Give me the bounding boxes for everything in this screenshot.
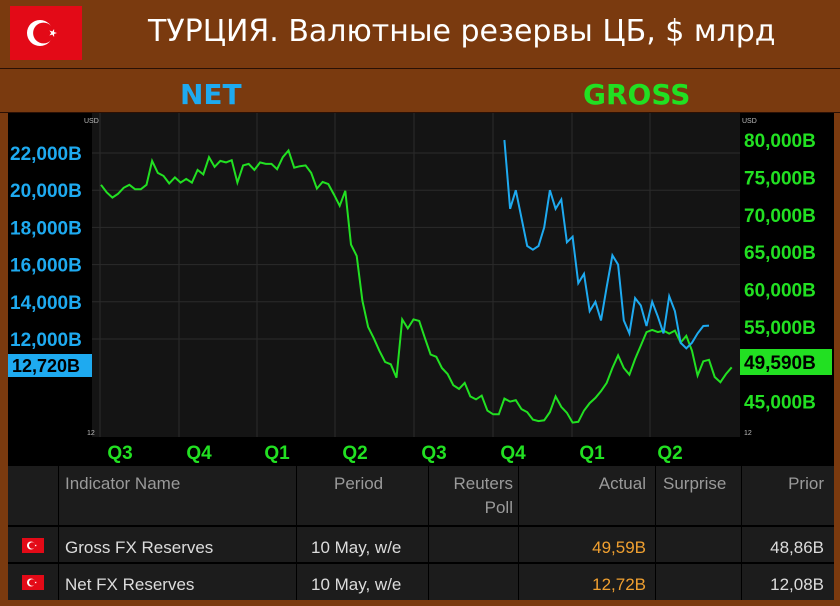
x-tick-label: Q2 (657, 443, 682, 464)
column-divider (428, 466, 429, 600)
right-axis-tick-label: 45,000B (744, 393, 816, 414)
right-axis-tick-label: 80,000B (744, 131, 816, 152)
right-unit-label: USD (742, 118, 757, 125)
indicator-name: Gross FX Reserves (65, 538, 214, 557)
left-axis-tick-label: 12,000B (10, 330, 82, 351)
indicator-name: Net FX Reserves (65, 575, 195, 594)
row-divider (8, 562, 834, 564)
net-current-value: 12,720B (12, 356, 80, 376)
column-divider (741, 466, 742, 600)
gross-series-label: GROSS (583, 78, 691, 111)
row-divider (8, 525, 834, 527)
header-poll-line2: Poll (484, 498, 513, 517)
header-prior: Prior (788, 474, 824, 493)
turkey-flag-icon (22, 538, 44, 553)
right-axis-tick-label: 60,000B (744, 281, 816, 302)
actual-value: 12,72B (592, 575, 646, 594)
header-indicator-name: Indicator Name (65, 474, 181, 493)
period: 10 May, w/e (311, 575, 402, 594)
right-axis-tick-label: 65,000B (744, 243, 816, 264)
turkey-flag-icon (22, 575, 44, 590)
left-axis-tick-label: 16,000B (10, 256, 82, 277)
x-tick-label: Q1 (579, 443, 605, 464)
actual-value: 49,59B (592, 538, 646, 557)
divider (0, 112, 840, 113)
column-divider (655, 466, 656, 600)
net-series-line (503, 139, 710, 350)
right-axis-tick-label: 70,000B (744, 206, 816, 227)
indicator-table: Indicator Name Period Reuters Poll Actua… (8, 466, 834, 600)
column-divider (296, 466, 297, 600)
x-tick-label: Q4 (186, 443, 212, 464)
gross-current-badge (740, 349, 832, 375)
left-bottom-label: 12 (87, 430, 95, 437)
x-tick-label: Q1 (264, 443, 290, 464)
net-series-label: NET (180, 78, 242, 111)
left-axis-tick-label: 14,000B (10, 293, 82, 314)
header-period: Period (334, 474, 384, 493)
header-actual: Actual (598, 474, 646, 493)
x-tick-label: Q3 (421, 443, 446, 464)
header-surprise: Surprise (663, 474, 727, 493)
left-axis-tick-label: 20,000B (10, 181, 82, 202)
x-tick-label: Q2 (342, 443, 367, 464)
gross-current-value: 49,590B (744, 353, 816, 374)
right-bottom-label: 12 (744, 430, 752, 437)
header-poll-line1: Reuters (453, 474, 513, 493)
column-divider (518, 466, 519, 600)
left-axis-tick-label: 22,000B (10, 144, 82, 165)
gross-series-line (100, 148, 733, 424)
plot-area (92, 113, 740, 437)
divider (0, 68, 840, 69)
x-tick-label: Q4 (500, 443, 526, 464)
net-current-badge (8, 354, 92, 377)
page-title: ТУРЦИЯ. Валютные резервы ЦБ, $ млрд (148, 14, 776, 49)
prior-value: 48,86B (770, 538, 824, 557)
chart-svg: Q3 Q4 Q1 Q2 Q3 Q4 Q1 Q2 22,000B 20,000B 18,000B 16… (8, 113, 832, 464)
turkey-flag-icon (10, 6, 82, 60)
left-unit-label: USD (84, 118, 99, 125)
column-divider (58, 466, 59, 600)
period: 10 May, w/e (311, 538, 402, 557)
right-axis-tick-label: 55,000B (744, 318, 816, 339)
left-axis-tick-label: 18,000B (10, 218, 82, 239)
x-tick-label: Q3 (107, 443, 132, 464)
right-axis-tick-label: 75,000B (744, 168, 816, 189)
prior-value: 12,08B (770, 575, 824, 594)
reserves-chart: Q3 Q4 Q1 Q2 Q3 Q4 Q1 Q2 22,000B 20,000B 18,000B 16… (8, 113, 834, 466)
